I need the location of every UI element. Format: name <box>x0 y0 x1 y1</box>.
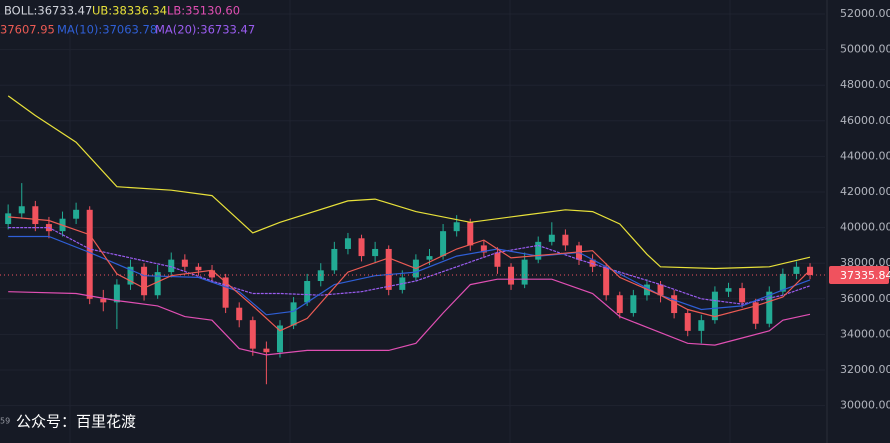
y-tick-label: 46000.00 <box>840 114 890 127</box>
candle-body <box>73 209 80 219</box>
ma5-label: 37607.95 <box>0 23 55 37</box>
ma10-label: MA(10):37063.78 <box>57 23 157 37</box>
candle-body <box>127 266 134 285</box>
ma20-label: MA(20):36733.47 <box>155 23 255 37</box>
candle-body <box>181 259 188 267</box>
candle-body <box>168 259 175 273</box>
candle-body <box>236 307 243 321</box>
candle-body <box>480 245 487 253</box>
candle-body <box>141 266 148 296</box>
y-tick-label: 36000.00 <box>840 292 890 305</box>
candle-body <box>711 291 718 321</box>
candle-body <box>113 284 120 303</box>
boll-label: BOLL:36733.47 <box>4 4 92 18</box>
candle-body <box>603 266 610 296</box>
candle-body <box>467 222 474 246</box>
candle-body <box>344 238 351 249</box>
y-tick-label: 52000.00 <box>840 7 890 20</box>
lb-label: LB:35130.60 <box>167 4 240 18</box>
candle-body <box>630 295 637 314</box>
watermark: 公众号：百里花渡 <box>16 413 136 431</box>
indicator-line <box>8 216 811 332</box>
candle-body <box>548 234 555 242</box>
y-tick-label: 40000.00 <box>840 221 890 234</box>
last-price-box <box>829 266 889 285</box>
candle-body <box>18 206 25 214</box>
indicator-line <box>8 227 811 305</box>
candle-body <box>222 277 229 308</box>
indicator-line <box>8 235 811 316</box>
candle-body <box>372 248 379 257</box>
candle-body <box>535 241 542 260</box>
plot <box>0 0 825 443</box>
candle-body <box>263 348 270 353</box>
candle-body <box>276 325 283 353</box>
candle-body <box>521 259 528 285</box>
indicator-line <box>8 278 811 356</box>
candle-body <box>779 273 786 292</box>
candle-body <box>453 222 460 232</box>
candle-body <box>793 266 800 274</box>
candle-body <box>304 281 311 303</box>
y-tick-label: 34000.00 <box>840 327 890 340</box>
candle-body <box>508 266 515 285</box>
candle-body <box>440 231 447 257</box>
candle-body <box>385 248 392 290</box>
y-tick-label: 32000.00 <box>840 363 890 376</box>
indicator-line <box>7 95 811 270</box>
corner-text: 59 <box>0 417 10 426</box>
candle-body <box>5 213 12 225</box>
y-tick-label: 42000.00 <box>840 185 890 198</box>
candle-body <box>698 320 705 331</box>
candle-body <box>766 291 773 324</box>
candle-body <box>671 295 678 314</box>
candle-body <box>725 288 732 292</box>
candle-body <box>684 313 691 331</box>
candle-body <box>154 272 161 296</box>
candle-body <box>358 238 365 257</box>
candle-body <box>426 256 433 260</box>
candle-body <box>494 252 501 267</box>
candle-body <box>616 295 623 314</box>
candle-body <box>331 248 338 271</box>
candle-body <box>317 270 324 282</box>
candle-body <box>290 302 297 326</box>
candle-body <box>562 234 569 246</box>
candle-body <box>100 298 107 303</box>
y-tick-label: 48000.00 <box>840 78 890 91</box>
candle-body <box>195 266 202 271</box>
candle-body <box>209 270 216 278</box>
candle-body <box>752 302 759 324</box>
y-tick-label: 44000.00 <box>840 149 890 162</box>
y-tick-label: 50000.00 <box>840 43 890 56</box>
candle-body <box>249 320 256 349</box>
ub-label: UB:38336.34 <box>92 4 167 18</box>
last-price-label: 37335.84 <box>840 269 890 282</box>
candle-body <box>739 288 746 303</box>
y-tick-label: 38000.00 <box>840 256 890 269</box>
candle-body <box>657 284 664 296</box>
y-tick-label: 30000.00 <box>840 399 890 412</box>
candle-body <box>86 209 93 299</box>
candle-body <box>32 206 39 225</box>
